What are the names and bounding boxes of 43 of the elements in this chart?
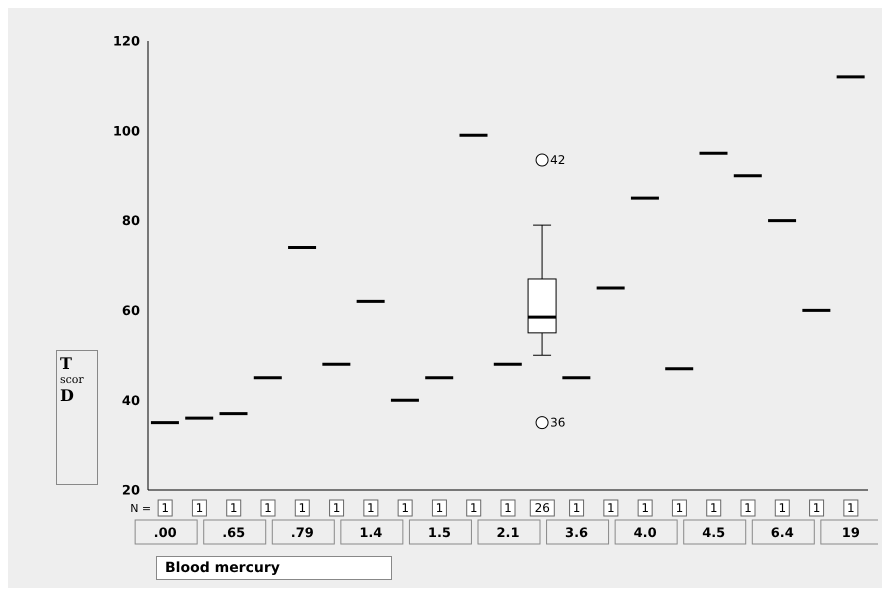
text: 1 (367, 501, 375, 515)
x-tick-label: 4.5 (702, 526, 726, 541)
text: 1 (744, 501, 752, 515)
text: 1 (710, 501, 718, 515)
y-tick-label: 40 (122, 394, 140, 409)
y-axis-title: T scor D (60, 354, 85, 405)
text: 1 (778, 501, 786, 515)
text: 1 (676, 501, 684, 515)
text: 1 (196, 501, 204, 515)
text: 1 (332, 501, 340, 515)
text: 1 (504, 501, 512, 515)
text: 1 (607, 501, 615, 515)
text: 1 (264, 501, 272, 515)
text: 1 (470, 501, 478, 515)
y-tick-label: 100 (112, 124, 140, 140)
text: 1 (298, 501, 306, 515)
y-tick-label: 60 (122, 304, 140, 320)
text: 1 (847, 501, 855, 515)
text: 1 (401, 501, 409, 515)
x-tick-label: .00 (154, 526, 177, 541)
x-tick-label: 1.4 (359, 526, 382, 541)
text: 1 (436, 501, 444, 515)
text: 1 (641, 501, 649, 515)
x-tick-label: .65 (222, 526, 246, 541)
annotation: 42 (550, 152, 566, 167)
text: 1 (812, 501, 820, 515)
text: 1 (572, 501, 580, 515)
x-tick-label: 4.0 (634, 526, 657, 541)
text: 1 (230, 501, 238, 515)
y-tick-label: 80 (122, 214, 140, 230)
text: 26 (534, 501, 550, 515)
text: 1 (161, 501, 169, 515)
x-tick-label: 2.1 (496, 526, 520, 541)
x-axis-title: Blood mercury (156, 556, 392, 580)
y-tick-label: 20 (122, 484, 140, 499)
x-tick-label: 19 (842, 526, 860, 541)
text: N = (130, 502, 152, 515)
annotation: 36 (550, 416, 566, 430)
x-tick-label: 3.6 (565, 526, 588, 541)
x-tick-label: 1.5 (428, 526, 451, 541)
x-tick-label: 6.4 (770, 526, 794, 541)
y-tick-label: 120 (112, 34, 140, 50)
x-tick-label: .79 (290, 526, 314, 541)
